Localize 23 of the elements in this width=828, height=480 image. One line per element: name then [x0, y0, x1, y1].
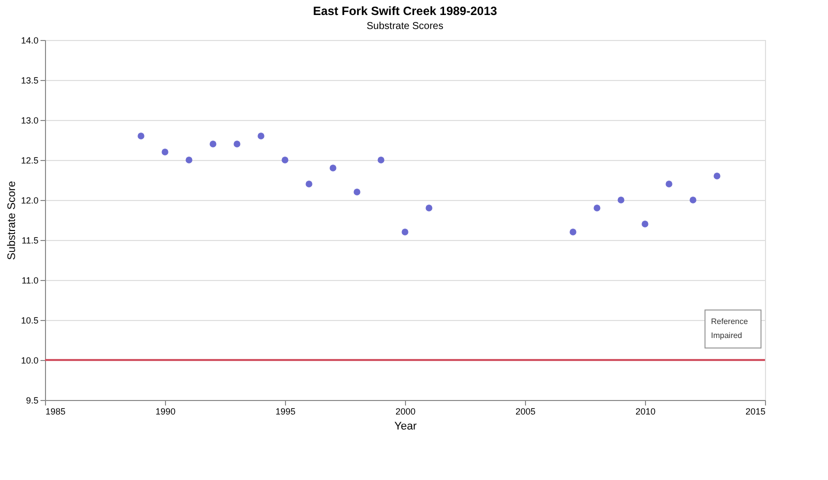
- chart-title: East Fork Swift Creek 1989-2013: [312, 4, 498, 18]
- y-tick-label: 12.5: [20, 156, 38, 166]
- x-tick-label: 2000: [395, 406, 416, 416]
- x-tick-label: 2015: [745, 406, 766, 416]
- y-tick-label: 11.5: [22, 236, 38, 246]
- y-axis-title: Substrate Score: [6, 181, 18, 260]
- x-tick-label: 2005: [515, 406, 536, 416]
- x-tick-label: 1985: [46, 406, 66, 416]
- y-tick-label: 13.5: [20, 76, 38, 86]
- x-tick-label: 1995: [275, 406, 296, 416]
- y-tick-label: 9.5: [26, 396, 38, 406]
- chart-subtitle: Substrate Scores: [366, 21, 444, 32]
- y-tick-label: 12.0: [20, 196, 38, 206]
- x-tick-label: 2010: [635, 406, 656, 416]
- y-tick-label: 11.0: [22, 276, 38, 286]
- x-axis-title: Year: [394, 420, 417, 432]
- annotation: Impaired: [711, 331, 742, 340]
- y-tick-label: 10.0: [20, 356, 38, 366]
- annotation: Reference: [711, 317, 748, 326]
- y-tick-label: 14.0: [20, 36, 38, 46]
- x-tick-label: 1990: [155, 406, 176, 416]
- y-tick-label: 13.0: [20, 116, 38, 126]
- y-tick-label: 10.5: [20, 316, 38, 326]
